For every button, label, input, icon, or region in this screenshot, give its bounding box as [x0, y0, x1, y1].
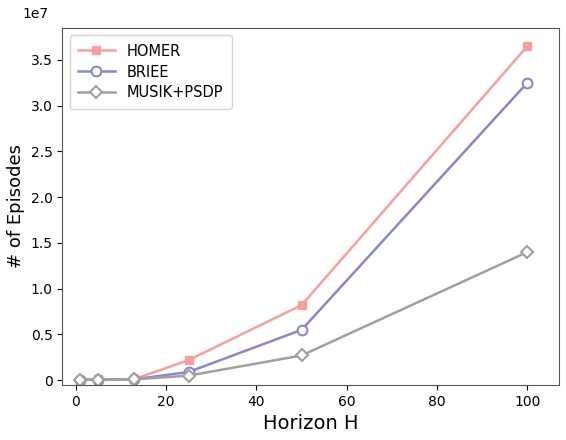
Y-axis label: # of Episodes: # of Episodes — [7, 144, 25, 268]
Line: BRIEE: BRIEE — [75, 78, 532, 385]
HOMER — [298, 302, 305, 308]
Text: 1e7: 1e7 — [23, 7, 49, 21]
HOMER — [95, 377, 102, 382]
MUSIK+PSDP — [77, 377, 84, 382]
HOMER — [185, 357, 192, 363]
HOMER — [524, 44, 531, 49]
MUSIK+PSDP — [131, 377, 138, 382]
BRIEE — [131, 377, 138, 382]
BRIEE — [77, 377, 84, 382]
BRIEE — [95, 377, 102, 382]
MUSIK+PSDP — [185, 373, 192, 378]
MUSIK+PSDP — [298, 353, 305, 358]
HOMER — [131, 377, 138, 382]
X-axis label: Horizon H: Horizon H — [263, 414, 358, 433]
HOMER — [77, 377, 84, 382]
Line: HOMER: HOMER — [76, 42, 531, 384]
BRIEE — [298, 327, 305, 333]
Line: MUSIK+PSDP: MUSIK+PSDP — [76, 248, 531, 384]
Legend: HOMER, BRIEE, MUSIK+PSDP: HOMER, BRIEE, MUSIK+PSDP — [70, 35, 231, 109]
BRIEE — [524, 80, 531, 85]
MUSIK+PSDP — [95, 377, 102, 382]
MUSIK+PSDP — [524, 249, 531, 255]
BRIEE — [185, 369, 192, 374]
